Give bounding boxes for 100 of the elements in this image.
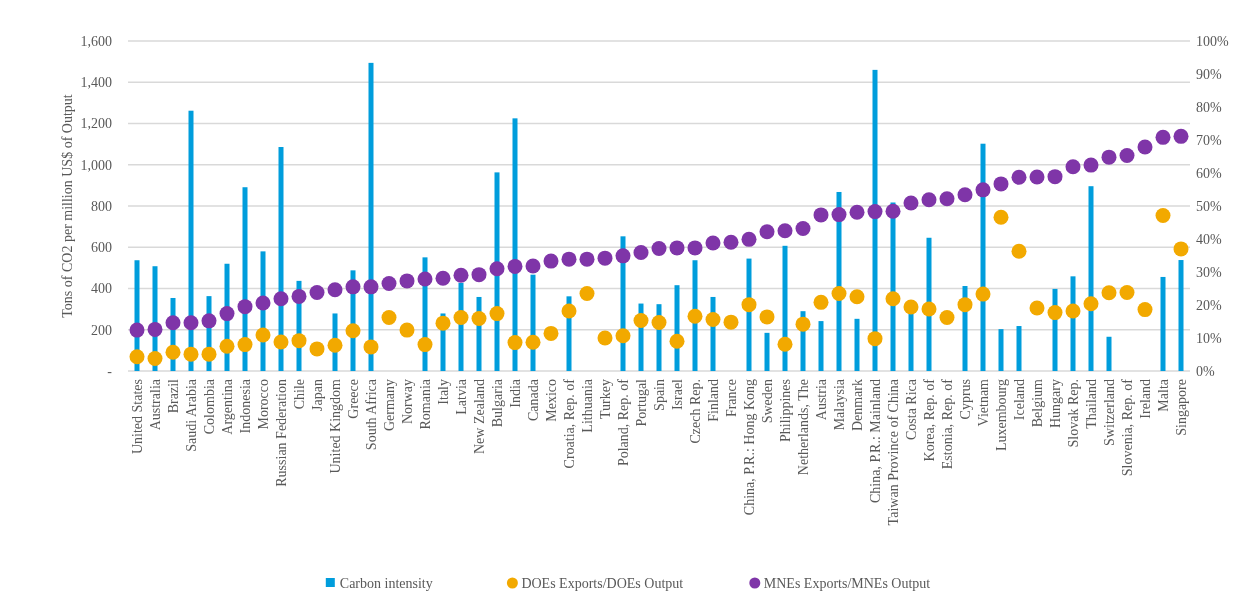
x-tick-label: Saudi Arabia xyxy=(183,378,199,452)
point xyxy=(309,284,325,300)
point xyxy=(885,291,901,307)
x-tick-label: Colombia xyxy=(201,378,217,435)
point xyxy=(381,310,397,326)
x-tick-label: China, P.R.: Hong Kong xyxy=(741,379,757,516)
point xyxy=(291,288,307,304)
point xyxy=(417,337,433,353)
x-tick-label: Chile xyxy=(291,379,307,410)
point xyxy=(273,291,289,307)
x-tick-label: China, P.R.: Mainland xyxy=(867,379,883,504)
point xyxy=(867,204,883,220)
point xyxy=(669,240,685,256)
x-tick-label: Cyprus xyxy=(957,379,973,420)
point xyxy=(813,207,829,223)
x-tick-label: Portugal xyxy=(633,378,649,427)
point xyxy=(867,331,883,347)
bar xyxy=(998,329,1004,371)
point xyxy=(1173,241,1189,257)
point xyxy=(1101,149,1117,165)
point xyxy=(435,315,451,331)
point xyxy=(813,294,829,310)
x-tick-label: Singapore xyxy=(1173,379,1189,436)
bar xyxy=(818,321,824,371)
x-tick-label: Belgium xyxy=(1029,378,1045,428)
y2-tick-label: 40% xyxy=(1196,231,1222,247)
point xyxy=(1083,296,1099,312)
x-tick-label: Malta xyxy=(1155,378,1171,412)
x-tick-label: Hungary xyxy=(1047,379,1063,428)
x-tick-label: Ireland xyxy=(1137,379,1153,419)
x-tick-label: Russian Federation xyxy=(273,379,289,487)
point xyxy=(255,327,271,343)
point xyxy=(255,295,271,311)
x-tick-label: Turkey xyxy=(597,379,613,419)
x-tick-label: United States xyxy=(129,379,145,455)
point xyxy=(507,258,523,274)
point xyxy=(1137,302,1153,318)
y-axis-title: Tons of CO2 per million US$ of Output xyxy=(60,94,75,318)
point xyxy=(705,312,721,328)
point xyxy=(453,310,469,326)
point xyxy=(741,297,757,313)
point xyxy=(417,271,433,287)
point xyxy=(993,176,1009,192)
point xyxy=(1029,169,1045,185)
point xyxy=(633,245,649,261)
point xyxy=(1065,159,1081,175)
x-tick-label: Canada xyxy=(525,378,541,421)
x-tick-label: Slovak Rep. xyxy=(1065,379,1081,448)
point xyxy=(795,220,811,236)
point xyxy=(129,349,145,365)
point xyxy=(1065,303,1081,319)
point xyxy=(183,315,199,331)
x-tick-label: Taiwan Province of China xyxy=(885,378,901,526)
bar xyxy=(1016,326,1022,371)
point xyxy=(885,203,901,219)
point xyxy=(1011,169,1027,185)
point xyxy=(165,344,181,360)
point xyxy=(903,195,919,211)
point xyxy=(201,313,217,329)
y2-tick-label: 0% xyxy=(1196,363,1215,379)
x-tick-label: Israel xyxy=(669,378,685,411)
x-tick-label: Luxembourg xyxy=(993,379,1009,452)
x-tick-label: Denmark xyxy=(849,379,865,432)
point xyxy=(345,323,361,339)
y2-tick-label: 90% xyxy=(1196,66,1222,82)
point xyxy=(957,297,973,313)
point xyxy=(165,315,181,331)
point xyxy=(1047,305,1063,321)
x-tick-label: Estonia, Rep. of xyxy=(939,378,955,470)
point xyxy=(633,313,649,329)
point xyxy=(1173,128,1189,144)
y-tick-label: 400 xyxy=(91,281,112,297)
bar xyxy=(854,318,860,371)
x-tick-label: Italy xyxy=(435,379,451,405)
point xyxy=(705,235,721,251)
point xyxy=(579,285,595,301)
x-tick-label: Croatia, Rep. of xyxy=(561,378,577,469)
x-tick-label: Malaysia xyxy=(831,378,847,431)
x-tick-label: Norway xyxy=(399,379,415,425)
x-tick-label: New Zealand xyxy=(471,379,487,455)
point xyxy=(309,341,325,357)
point xyxy=(147,350,163,366)
bar xyxy=(1178,260,1184,371)
point xyxy=(651,314,667,330)
point xyxy=(399,273,415,289)
point xyxy=(489,261,505,277)
point xyxy=(669,333,685,349)
x-tick-label: Czech Rep. xyxy=(687,379,703,444)
point xyxy=(849,289,865,305)
point xyxy=(651,241,667,257)
point xyxy=(777,336,793,352)
bar xyxy=(1106,336,1112,371)
point xyxy=(525,334,541,350)
point xyxy=(219,306,235,322)
point xyxy=(237,299,253,315)
x-tick-label: Austria xyxy=(813,378,829,421)
y2-tick-label: 50% xyxy=(1196,198,1222,214)
point xyxy=(615,248,631,264)
point xyxy=(831,207,847,223)
x-tick-label: France xyxy=(723,379,739,418)
